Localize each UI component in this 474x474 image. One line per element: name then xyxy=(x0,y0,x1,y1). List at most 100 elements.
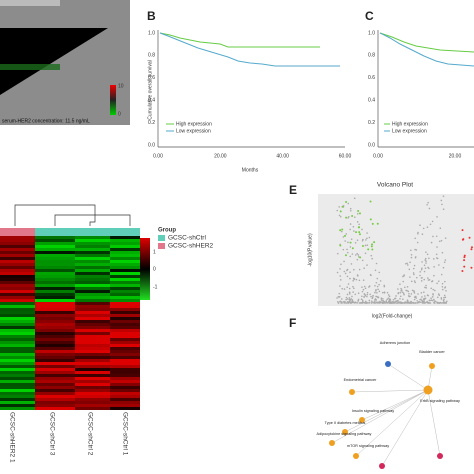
legend-label: GCSC-shCtrl xyxy=(168,235,206,242)
heatmap-cell xyxy=(35,353,75,356)
node-label: Bladder cancer xyxy=(419,350,445,354)
point xyxy=(339,285,341,287)
point xyxy=(421,301,424,304)
point xyxy=(386,298,388,301)
point xyxy=(376,285,379,288)
column-label: GCSC-shCtrl 1 xyxy=(121,412,128,456)
heatmap-cell xyxy=(110,344,140,347)
point xyxy=(349,209,352,212)
point xyxy=(406,264,409,266)
node-label: ErbB signaling pathway xyxy=(420,399,460,403)
legend-label: High expression xyxy=(176,121,212,127)
heatmap-cell xyxy=(75,404,110,407)
point xyxy=(361,259,364,262)
heatmap-cell xyxy=(35,350,75,353)
point xyxy=(440,273,443,276)
point xyxy=(353,197,356,200)
point xyxy=(378,283,380,286)
point xyxy=(404,301,407,303)
point xyxy=(345,201,348,204)
point xyxy=(395,295,397,297)
point xyxy=(420,277,423,279)
heatmap-cell xyxy=(110,368,140,371)
point xyxy=(356,213,359,215)
point xyxy=(424,295,426,297)
point xyxy=(399,297,401,300)
point xyxy=(345,296,348,299)
point xyxy=(354,302,356,304)
point xyxy=(412,272,415,274)
point xyxy=(445,289,447,292)
heatmap-cell xyxy=(75,260,110,263)
point xyxy=(364,302,366,304)
point xyxy=(443,296,445,299)
point xyxy=(366,293,369,296)
heatmap-cell xyxy=(0,347,35,350)
point xyxy=(369,293,371,296)
point xyxy=(369,200,372,203)
y-tick-label: 0.2 xyxy=(368,120,375,126)
point xyxy=(345,216,348,219)
point xyxy=(379,280,382,282)
point xyxy=(349,228,351,231)
point xyxy=(416,302,419,304)
point xyxy=(425,287,427,289)
legend-label: Low expression xyxy=(392,128,427,134)
heatmap-cell xyxy=(110,263,140,266)
heatmap-cell xyxy=(0,377,35,380)
caption: serum-HER2 concentration: 11.5 ng/mL xyxy=(2,118,90,124)
point xyxy=(339,268,341,270)
point xyxy=(364,244,367,247)
heatmap-cell xyxy=(35,242,75,245)
colorbar-tick: 10 xyxy=(118,83,124,89)
point xyxy=(356,301,358,304)
point xyxy=(362,288,365,291)
point xyxy=(342,301,345,303)
point xyxy=(423,300,426,302)
point xyxy=(425,260,427,262)
point xyxy=(423,291,425,294)
point xyxy=(349,277,351,280)
point xyxy=(428,207,431,210)
point xyxy=(346,293,349,296)
heatmap-cell xyxy=(0,383,35,386)
heatmap-cell xyxy=(110,269,140,272)
heatmap-cell xyxy=(110,335,140,338)
point xyxy=(427,277,429,279)
heatmap-cell xyxy=(110,407,140,410)
heatmap-cell xyxy=(110,272,140,275)
heatmap-cell xyxy=(75,329,110,332)
heatmap-cell xyxy=(110,278,140,281)
point xyxy=(336,209,339,212)
point xyxy=(430,299,433,302)
heatmap-cell xyxy=(75,377,110,380)
heatmap-cell xyxy=(75,338,110,341)
point xyxy=(432,293,434,296)
point xyxy=(336,271,339,274)
heatmap-cell xyxy=(0,311,35,314)
heatmap-cell xyxy=(35,359,75,362)
survival-curve-high xyxy=(379,32,474,53)
point xyxy=(438,264,440,266)
heatmap-cell xyxy=(75,296,110,299)
point xyxy=(346,275,349,278)
heatmap-cell xyxy=(0,290,35,293)
point xyxy=(373,241,376,244)
point xyxy=(338,206,340,208)
heatmap-cell xyxy=(75,236,110,239)
point xyxy=(462,238,465,241)
point xyxy=(399,295,402,298)
panel-label: B xyxy=(147,9,156,23)
point xyxy=(435,253,438,256)
point xyxy=(410,256,413,259)
point xyxy=(426,301,428,304)
point xyxy=(348,287,351,290)
y-tick-label: 0.0 xyxy=(368,142,375,148)
heatmap-cell xyxy=(35,263,75,266)
heatmap-cell xyxy=(110,371,140,374)
y-tick-label: 0.2 xyxy=(148,120,155,126)
heatmap-cell xyxy=(0,356,35,359)
point xyxy=(356,221,359,223)
point xyxy=(386,291,389,294)
heatmap-cell xyxy=(35,368,75,371)
